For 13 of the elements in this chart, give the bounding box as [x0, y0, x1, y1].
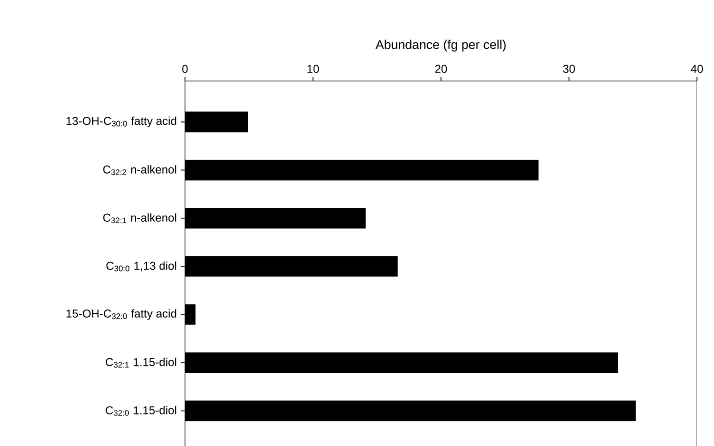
y-tick-label: C$_{32:2}$ n-alkenol [103, 165, 176, 176]
x-tick-label: 30 [563, 64, 575, 73]
x-tick-label: 0 [182, 64, 188, 73]
y-tick-label: C$_{32:0}$ 1.15-diol [106, 406, 176, 416]
y-tick-label: C$_{30:0}$ 1,13 diol [106, 261, 176, 272]
x-tick-label: 10 [308, 64, 319, 73]
y-tick-label: 15-OH-C$_{32:0}$ fatty acid [66, 309, 176, 320]
x-axis-title: Abundance (fg per cell) [376, 40, 506, 52]
x-tick-label: 40 [690, 64, 703, 73]
x-tick-label: 20 [435, 64, 447, 73]
y-tick-label: C$_{32:1}$ 1.15-diol [106, 358, 176, 368]
y-tick-label: 13-OH-C$_{30:0}$ fatty acid [66, 116, 176, 128]
y-tick-label: C$_{32:1}$ n-alkenol [103, 213, 176, 224]
